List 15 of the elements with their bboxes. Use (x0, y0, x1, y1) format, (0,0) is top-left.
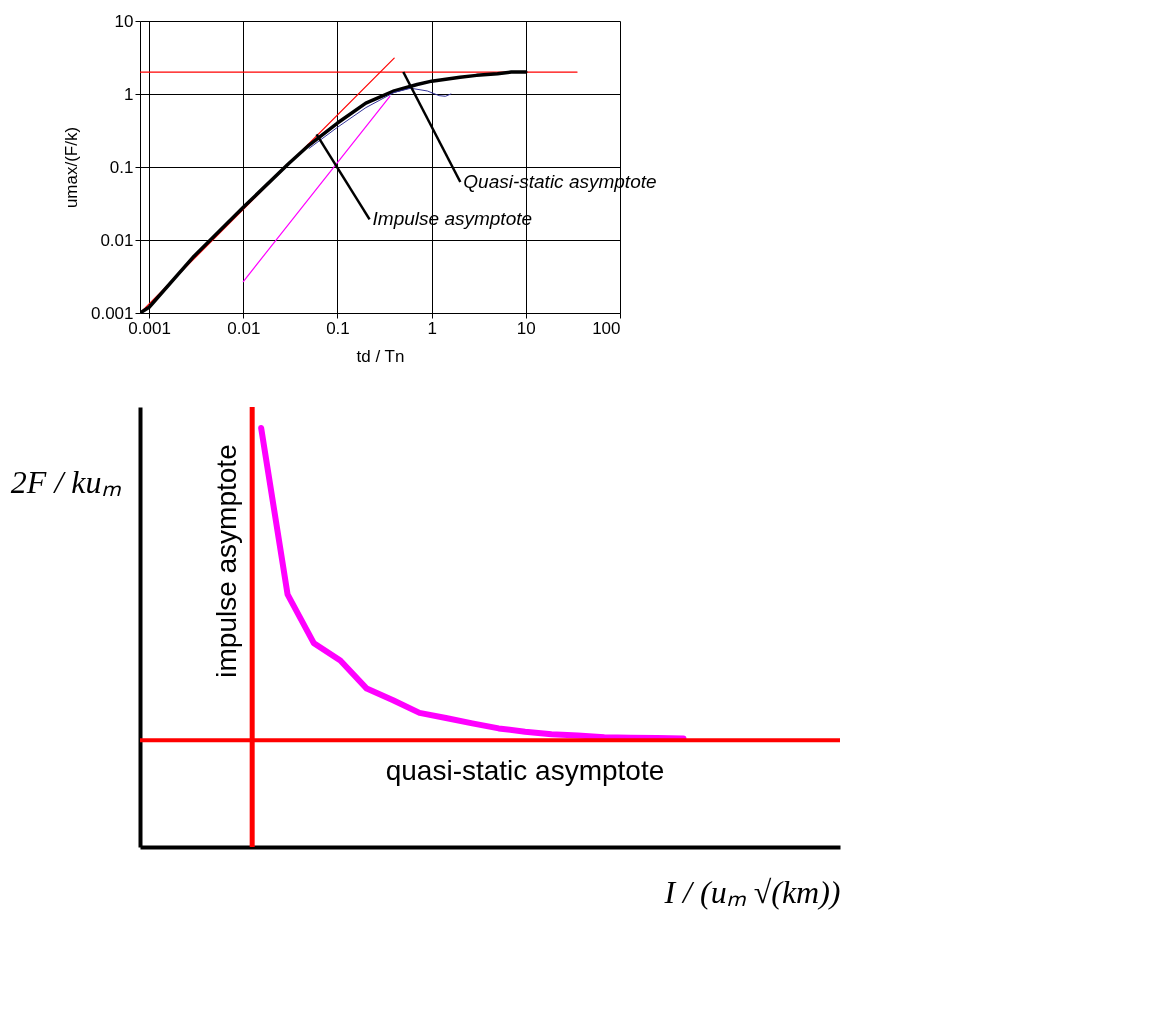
text: impulse asymptote (211, 444, 243, 678)
y-axis-title: 2F / kuₘ (10, 463, 122, 500)
x-axis-title: td / Tn (356, 346, 405, 366)
x-axis-title: I / (uₘ √(km)) (663, 873, 841, 910)
x-tick-label: 0.1 (326, 318, 350, 338)
y-tick-label: 10 (114, 11, 134, 31)
x-tick-label: 10 (516, 318, 536, 338)
ref-line-label: quasi-static asymptote (385, 755, 665, 787)
x-tick-label: 100 (592, 318, 621, 338)
x-tick-label: 0.01 (227, 318, 261, 338)
y-tick-label: 0.1 (109, 157, 134, 177)
x-tick-label: 1 (427, 318, 437, 338)
y-tick-label: 0.01 (100, 230, 134, 250)
y-tick-label: 1 (124, 84, 134, 104)
y-axis-title: umax/(F/k) (61, 126, 81, 209)
